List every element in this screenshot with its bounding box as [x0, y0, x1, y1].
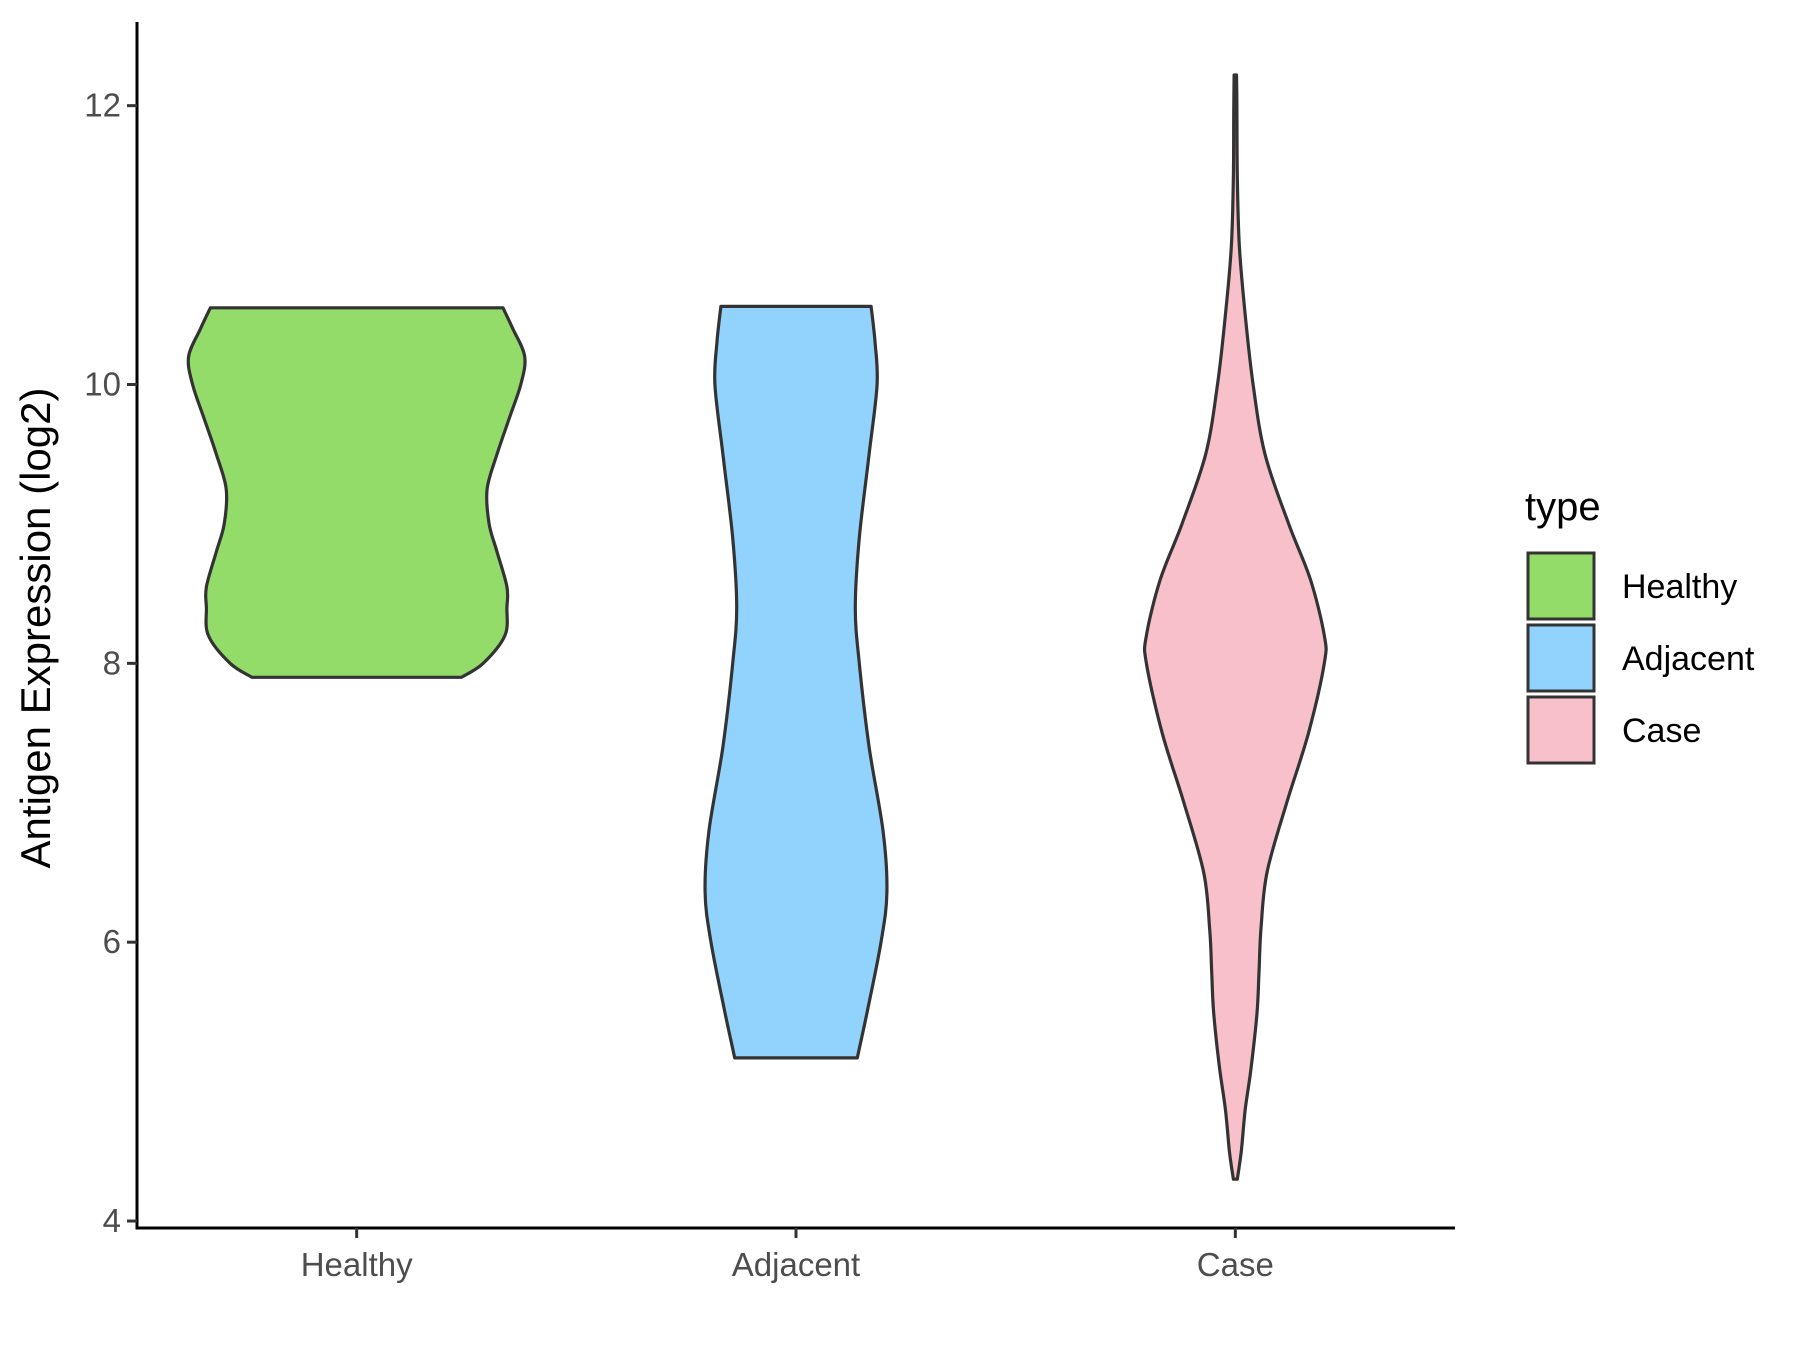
violin-case	[1142, 73, 1328, 1181]
legend-key-case	[1526, 695, 1596, 765]
x-tick-label: Healthy	[301, 1246, 413, 1283]
legend-key-adjacent	[1526, 623, 1596, 693]
x-tick-label: Case	[1197, 1246, 1274, 1283]
violin-healthy	[186, 306, 527, 679]
y-tick-label: 12	[84, 87, 121, 124]
legend-label: Case	[1622, 712, 1701, 750]
legend-key-healthy	[1526, 551, 1596, 621]
x-axis-ticks: Healthy Adjacent Case	[301, 1228, 1274, 1283]
x-tick-label: Adjacent	[732, 1246, 860, 1283]
legend: type Healthy Adjacent Case	[1525, 485, 1755, 765]
y-axis-title: Antigen Expression (log2)	[12, 388, 59, 869]
legend-title: type	[1525, 485, 1601, 529]
y-axis-ticks: 4 6 8 10 12	[84, 87, 137, 1239]
y-tick-label: 10	[84, 365, 121, 402]
y-tick-label: 8	[103, 644, 121, 681]
legend-label: Healthy	[1622, 568, 1737, 606]
legend-label: Adjacent	[1622, 640, 1755, 678]
violin-adjacent	[703, 304, 889, 1060]
violin-layer	[186, 73, 1328, 1181]
y-tick-label: 4	[103, 1202, 121, 1239]
y-tick-label: 6	[103, 923, 121, 960]
